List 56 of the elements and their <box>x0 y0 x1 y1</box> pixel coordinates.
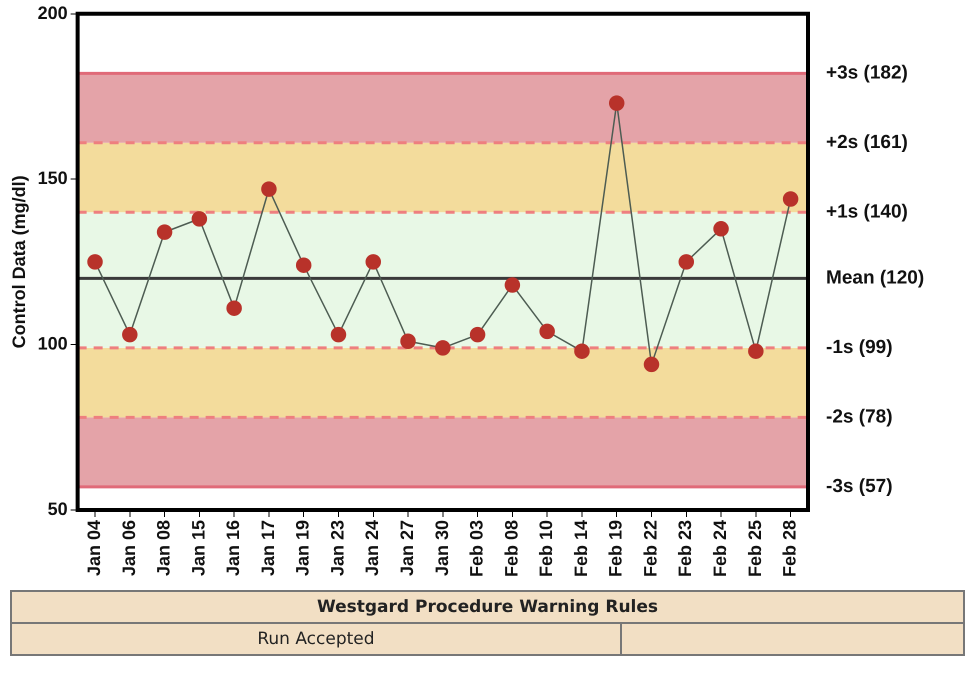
x-tick-label: Jan 08 <box>154 520 174 576</box>
x-tick-label: Jan 27 <box>397 520 418 576</box>
x-tick-label: Jan 23 <box>327 520 348 576</box>
x-tick-label: Feb 03 <box>466 520 487 578</box>
x-tick-label: Jan 19 <box>292 520 313 576</box>
point <box>504 277 520 293</box>
text: Run Accepted <box>11 623 621 655</box>
point <box>122 326 138 342</box>
x-tick-label: Feb 25 <box>744 520 765 578</box>
x-tick-label: Feb 22 <box>640 520 660 578</box>
ref-line-label: -1s (99) <box>826 337 893 358</box>
x-tick-label: Jan 30 <box>432 520 452 576</box>
point <box>608 95 624 111</box>
point <box>330 326 346 342</box>
point <box>644 356 660 372</box>
x-tick-label: Jan 16 <box>223 520 244 576</box>
ref-line-label: -3s (57) <box>826 476 893 498</box>
y-tick-label: 150 <box>38 168 68 188</box>
point <box>366 254 382 270</box>
x-tick-label: Jan 06 <box>118 520 139 576</box>
point <box>296 257 312 273</box>
x-tick-label: Jan 24 <box>362 520 382 576</box>
point <box>782 191 798 207</box>
point <box>226 300 242 316</box>
x-tick-label: Feb 23 <box>675 520 696 578</box>
x-tick-label: Jan 17 <box>258 520 278 576</box>
ref-line-label: +1s (140) <box>826 202 908 223</box>
ref-line-label: -2s (78) <box>826 406 893 428</box>
y-tick-label: 100 <box>38 334 68 354</box>
point <box>539 324 555 340</box>
y-axis-title: Control Data (mg/dl) <box>8 175 29 348</box>
point <box>261 181 277 197</box>
text: Westgard Procedure Warning Rules <box>11 591 964 623</box>
point <box>156 224 172 240</box>
x-tick-label: Feb 14 <box>570 520 591 578</box>
point <box>678 254 694 270</box>
point <box>400 334 416 350</box>
ref-line-label: +3s (182) <box>826 62 908 84</box>
point <box>87 254 103 270</box>
point <box>192 211 208 227</box>
point <box>470 326 486 342</box>
x-tick-label: Feb 24 <box>710 520 730 578</box>
point <box>574 343 590 359</box>
y-tick-label: 50 <box>48 498 68 519</box>
x-tick-label: Feb 08 <box>501 520 522 578</box>
ref-line-label: +2s (161) <box>826 132 908 154</box>
x-tick-label: Jan 04 <box>84 520 104 576</box>
point <box>713 221 729 237</box>
point <box>748 343 764 359</box>
x-tick-label: Feb 28 <box>780 520 800 578</box>
y-tick-label: 200 <box>38 2 68 23</box>
x-tick-label: Feb 10 <box>536 520 556 578</box>
point <box>435 340 451 356</box>
x-tick-label: Feb 19 <box>606 520 626 578</box>
ref-line-label: Mean (120) <box>826 268 924 289</box>
x-tick-label: Jan 15 <box>188 520 208 576</box>
